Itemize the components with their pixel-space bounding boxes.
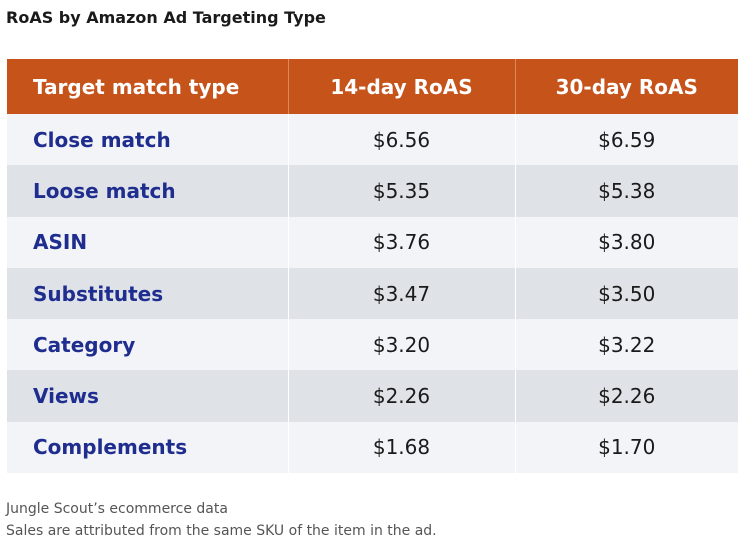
table-row: Loose match $5.35 $5.38 bbox=[7, 165, 738, 217]
roas-14-day-cell: $1.68 bbox=[288, 421, 516, 474]
attribution-note: Sales are attributed from the same SKU o… bbox=[6, 523, 437, 539]
roas-30-day-cell: $3.50 bbox=[515, 267, 738, 320]
column-header-target-match-type: Target match type bbox=[7, 59, 289, 114]
target-type-cell: ASIN bbox=[7, 216, 289, 268]
table-row: Category $3.20 $3.22 bbox=[7, 319, 738, 371]
table-row: ASIN $3.76 $3.80 bbox=[7, 216, 738, 268]
target-type-cell: Complements bbox=[7, 421, 289, 474]
roas-30-day-cell: $2.26 bbox=[515, 370, 738, 422]
roas-14-day-cell: $5.35 bbox=[288, 165, 516, 217]
roas-14-day-cell: $6.56 bbox=[288, 114, 516, 166]
roas-30-day-cell: $3.80 bbox=[515, 216, 738, 268]
roas-14-day-cell: $3.47 bbox=[288, 267, 516, 320]
chart-title: RoAS by Amazon Ad Targeting Type bbox=[6, 8, 326, 27]
roas-30-day-cell: $6.59 bbox=[515, 114, 738, 166]
target-type-cell: Category bbox=[7, 319, 289, 371]
table-row: Complements $1.68 $1.70 bbox=[7, 421, 738, 474]
source-note: Jungle Scout’s ecommerce data bbox=[6, 501, 228, 517]
table-row: Substitutes $3.47 $3.50 bbox=[7, 267, 738, 320]
table-row: Views $2.26 $2.26 bbox=[7, 370, 738, 422]
target-type-cell: Substitutes bbox=[7, 267, 289, 320]
target-type-cell: Close match bbox=[7, 114, 289, 166]
column-header-30-day-roas: 30-day RoAS bbox=[515, 59, 738, 114]
table-header-row: Target match type 14-day RoAS 30-day RoA… bbox=[7, 59, 738, 114]
column-header-14-day-roas: 14-day RoAS bbox=[288, 59, 516, 114]
roas-table: Target match type 14-day RoAS 30-day RoA… bbox=[7, 59, 738, 474]
target-type-cell: Loose match bbox=[7, 165, 289, 217]
table-body: Close match $6.56 $6.59 Loose match $5.35 $5.… bbox=[7, 114, 738, 474]
roas-14-day-cell: $3.20 bbox=[288, 319, 516, 371]
roas-30-day-cell: $1.70 bbox=[515, 421, 738, 474]
target-type-cell: Views bbox=[7, 370, 289, 422]
roas-14-day-cell: $2.26 bbox=[288, 370, 516, 422]
roas-30-day-cell: $3.22 bbox=[515, 319, 738, 371]
roas-14-day-cell: $3.76 bbox=[288, 216, 516, 268]
table-row: Close match $6.56 $6.59 bbox=[7, 114, 738, 166]
roas-30-day-cell: $5.38 bbox=[515, 165, 738, 217]
